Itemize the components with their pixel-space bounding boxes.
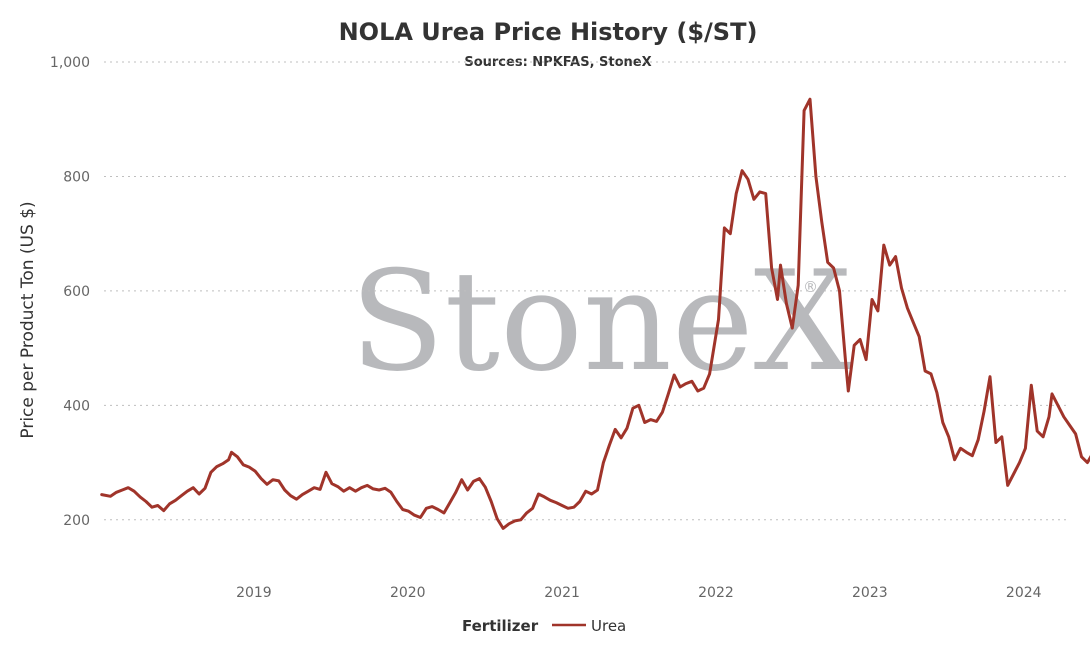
x-tick-label-2021: 2021 xyxy=(544,585,580,601)
y-axis-title: Price per Product Ton (US $) xyxy=(18,201,38,438)
x-tick-label-2023: 2023 xyxy=(852,585,888,601)
y-tick-label-800: 800 xyxy=(63,169,90,185)
y-axis-ticks: 200 400 600 800 1,000 xyxy=(50,55,90,529)
series-group xyxy=(100,97,1090,530)
x-tick-label-2024: 2024 xyxy=(1006,585,1042,601)
chart-title: NOLA Urea Price History ($/ST) xyxy=(339,18,758,46)
grid-lines xyxy=(104,61,1068,521)
x-tick-label-2022: 2022 xyxy=(698,585,734,601)
legend-item-urea[interactable]: Urea xyxy=(591,617,626,635)
legend[interactable]: Fertilizer Urea xyxy=(462,617,626,635)
y-tick-label-400: 400 xyxy=(63,398,90,414)
x-tick-label-2020: 2020 xyxy=(390,585,426,601)
y-tick-label-600: 600 xyxy=(63,284,90,300)
chart-subtitle: Sources: NPKFAS, StoneX xyxy=(464,55,651,70)
watermark-text: StoneX xyxy=(350,241,852,402)
stonex-watermark: StoneX ® xyxy=(350,241,852,402)
legend-title: Fertilizer xyxy=(462,617,539,635)
y-tick-label-200: 200 xyxy=(63,513,90,529)
x-axis-ticks: 2019 2020 2021 2022 2023 2024 xyxy=(236,585,1042,601)
watermark-registered-mark: ® xyxy=(803,278,818,296)
x-tick-label-2019: 2019 xyxy=(236,585,272,601)
series-line-urea[interactable] xyxy=(100,97,1090,530)
y-tick-label-1000: 1,000 xyxy=(50,55,90,71)
